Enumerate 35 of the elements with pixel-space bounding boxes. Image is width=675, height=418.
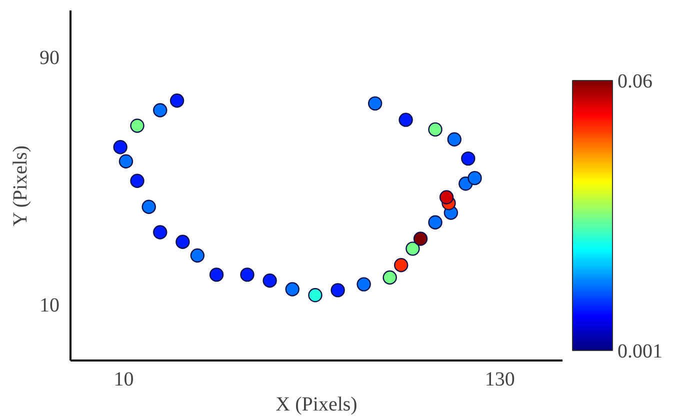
point — [428, 215, 442, 230]
point — [447, 132, 462, 146]
point — [142, 200, 156, 214]
point — [368, 96, 382, 111]
point — [170, 94, 184, 108]
point — [394, 258, 408, 272]
point — [176, 234, 190, 249]
point — [130, 118, 144, 133]
point — [209, 268, 224, 282]
point — [308, 288, 322, 302]
x-axis-title: X (Pixels) — [276, 394, 358, 416]
point — [428, 122, 442, 137]
point — [468, 170, 482, 186]
color-bar-label: 0.001 — [618, 340, 662, 362]
point — [406, 242, 420, 256]
point — [285, 282, 300, 296]
point — [413, 232, 428, 246]
point — [382, 270, 397, 285]
point — [153, 225, 168, 240]
point — [356, 277, 371, 292]
point — [113, 140, 128, 154]
y-axis-title: Y (Pixels) — [10, 145, 32, 226]
point — [262, 274, 277, 288]
point — [330, 283, 345, 298]
point — [190, 248, 205, 263]
point — [439, 190, 454, 204]
x-tick-label: 130 — [484, 368, 515, 390]
point — [153, 103, 168, 118]
point — [461, 151, 476, 166]
color-bar-label: 0.06 — [618, 70, 652, 92]
point — [118, 154, 134, 168]
y-tick-label: 90 — [40, 46, 60, 69]
point — [130, 174, 144, 188]
point — [240, 268, 254, 282]
point — [398, 112, 413, 127]
